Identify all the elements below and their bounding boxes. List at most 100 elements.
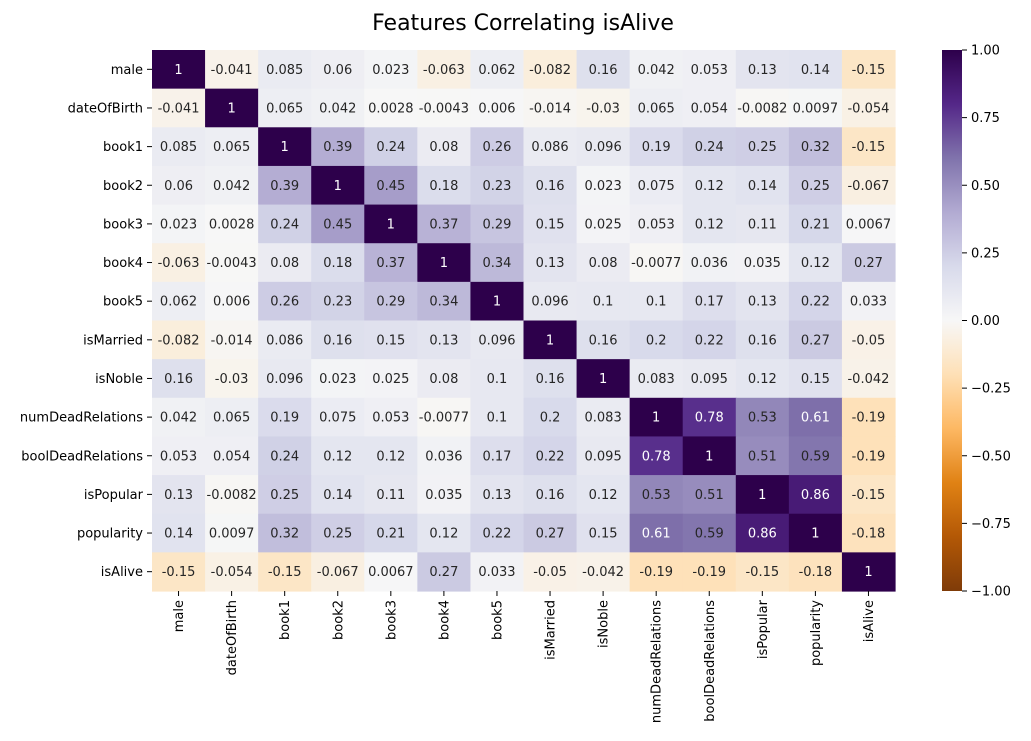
cell-value-label: 0.08	[429, 140, 458, 155]
cell-value-label: 0.16	[536, 179, 565, 194]
y-tick-label: isNoble	[95, 372, 143, 387]
cell-value-label: -0.19	[852, 449, 886, 464]
heatmap-cell	[841, 204, 896, 244]
cell-value-label: 0.2	[540, 411, 561, 426]
heatmap-cell	[576, 165, 631, 206]
heatmap-cell	[470, 165, 525, 206]
cell-value-label: 0.042	[213, 179, 250, 194]
cell-value-label: -0.19	[692, 565, 726, 580]
cell-value-label: 0.34	[429, 295, 458, 310]
heatmap-cell	[682, 436, 737, 476]
cell-value-label: 0.053	[372, 411, 409, 426]
cell-value-label: -0.0077	[419, 411, 469, 426]
heatmap-cell	[470, 50, 525, 90]
heatmap-cell	[417, 320, 472, 360]
cell-value-label: 0.006	[478, 101, 515, 116]
cell-value-label: -0.063	[423, 63, 465, 78]
x-tick-label: book5	[490, 600, 505, 640]
cell-value-label: 0.1	[646, 295, 667, 310]
heatmap-cell	[258, 436, 312, 476]
heatmap-cell	[735, 50, 790, 90]
cell-value-label: 0.51	[695, 488, 724, 503]
cell-value-label: 0.083	[638, 372, 675, 387]
heatmap-cell	[841, 475, 896, 515]
x-tick-label: book3	[384, 600, 399, 640]
cell-value-label: -0.18	[799, 565, 833, 580]
cell-value-label: 0.16	[536, 488, 565, 503]
cell-value-label: 0.1	[487, 411, 508, 426]
cell-value-label: 0.12	[323, 449, 352, 464]
cell-value-label: 0.096	[531, 295, 568, 310]
cell-value-label: 0.075	[319, 411, 356, 426]
cell-value-label: 0.24	[270, 449, 299, 464]
heatmap-cell	[364, 88, 418, 128]
cell-value-label: 0.0097	[209, 527, 255, 542]
heatmap-cell	[576, 320, 631, 360]
cell-value-label: 0.11	[748, 217, 777, 232]
heatmap-cell	[470, 88, 525, 128]
cell-value-label: 0.23	[323, 295, 352, 310]
cell-value-label: 0.61	[642, 527, 671, 542]
cell-value-label: -0.03	[586, 101, 620, 116]
cell-value-label: 0.16	[323, 333, 352, 348]
cell-value-label: -0.054	[847, 101, 889, 116]
heatmap-cell	[364, 359, 418, 399]
heatmap-cell	[629, 127, 684, 167]
heatmap-cell	[152, 204, 206, 244]
heatmap-cell	[576, 475, 631, 515]
cell-value-label: 0.24	[376, 140, 405, 155]
cell-value-label: 0.06	[323, 63, 352, 78]
cell-value-label: 0.042	[319, 101, 356, 116]
x-tick-label: popularity	[809, 600, 824, 666]
heatmap-cell	[629, 50, 684, 90]
y-tick-label: book5	[103, 295, 143, 310]
heatmap-cell	[629, 88, 684, 128]
heatmap-cell	[258, 475, 312, 515]
cell-value-label: 0.2	[646, 333, 667, 348]
x-tick-label: male	[172, 600, 187, 632]
heatmap-cell	[152, 359, 206, 399]
heatmap-cell	[152, 127, 206, 167]
heatmap-cell	[311, 127, 365, 167]
heatmap-cell	[205, 552, 259, 592]
heatmap-cell	[682, 127, 737, 167]
heatmap-cell	[682, 359, 737, 399]
heatmap-cell	[258, 165, 312, 206]
cell-value-label: 1	[334, 179, 342, 194]
heatmap-cell	[523, 204, 578, 244]
cell-value-label: 0.13	[482, 488, 511, 503]
heatmap-cell	[576, 88, 631, 128]
heatmap-cell	[152, 436, 206, 476]
heatmap-cell	[364, 513, 418, 553]
heatmap-cell	[470, 127, 525, 167]
heatmap-cell	[735, 359, 790, 399]
cell-value-label: 0.24	[695, 140, 724, 155]
heatmap-cell	[735, 204, 790, 244]
heatmap-cell	[311, 320, 365, 360]
cell-value-label: 0.25	[323, 527, 352, 542]
cell-value-label: -0.15	[745, 565, 779, 580]
heatmap-cell	[682, 50, 737, 90]
cell-value-label: 0.18	[323, 256, 352, 271]
cell-value-label: 0.065	[266, 101, 303, 116]
heatmap-cell	[841, 165, 896, 206]
cell-value-label: 0.25	[748, 140, 777, 155]
cell-value-label: 0.006	[213, 295, 250, 310]
cell-value-label: 0.12	[429, 527, 458, 542]
heatmap-cell	[364, 475, 418, 515]
heatmap-cell	[152, 397, 206, 438]
colorbar-tick-label: 1.00	[971, 44, 1000, 59]
cell-value-label: 0.023	[160, 217, 197, 232]
cell-value-label: -0.0082	[737, 101, 787, 116]
heatmap-cell	[205, 50, 259, 90]
heatmap-cell	[576, 397, 631, 438]
cell-value-label: -0.19	[639, 565, 673, 580]
cell-value-label: 0.0067	[846, 217, 892, 232]
cell-value-label: 0.1	[487, 372, 508, 387]
cell-value-label: -0.0082	[207, 488, 257, 503]
cell-value-label: 0.0028	[368, 101, 414, 116]
heatmap-cell	[788, 513, 843, 553]
cell-value-label: 0.19	[642, 140, 671, 155]
cell-value-label: 0.13	[748, 63, 777, 78]
